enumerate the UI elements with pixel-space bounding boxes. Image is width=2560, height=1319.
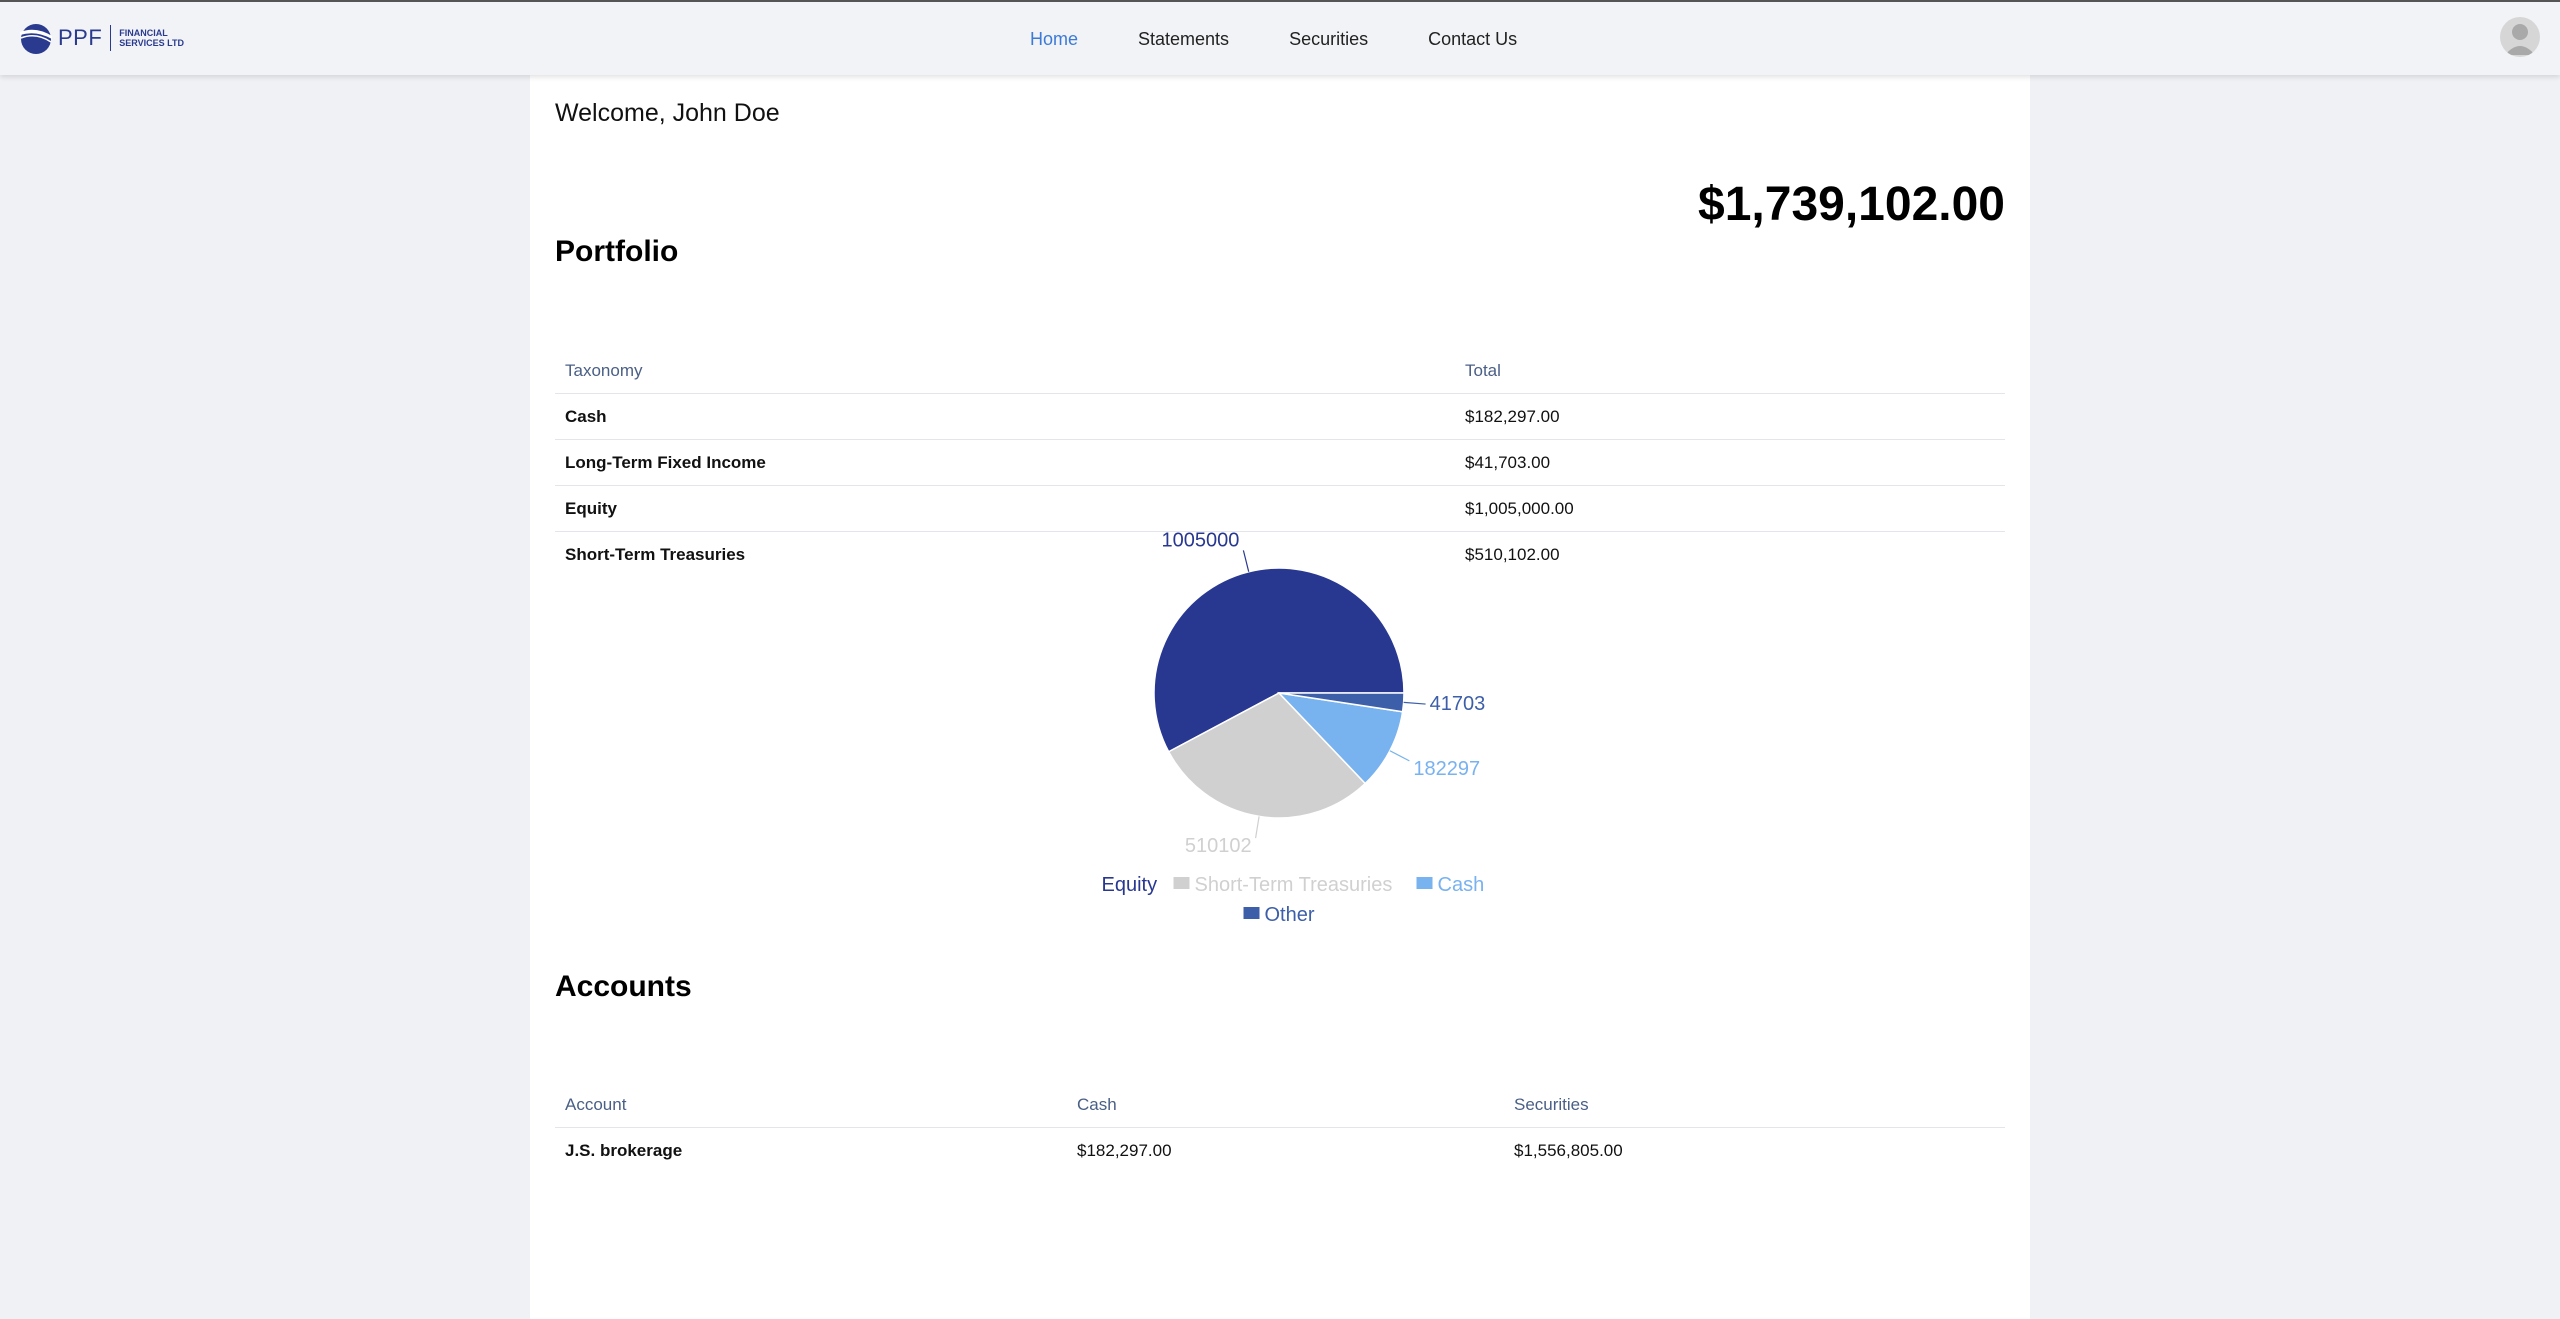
legend-item-cash[interactable]: Cash [1438,874,1485,896]
logo-mark-icon [20,24,52,54]
user-avatar-icon[interactable] [2500,17,2540,57]
column-header-securities: Securities [1504,1082,2005,1128]
main-nav: Home Statements Securities Contact Us [1000,2,1547,77]
table-row: Cash $182,297.00 [555,393,2005,440]
accounts-title: Accounts [555,970,692,1003]
table-header-row: Taxonomy Total [555,348,2005,394]
logo-divider [110,25,112,51]
table-row[interactable]: J.S. brokerage $182,297.00 $1,556,805.00 [555,1128,2005,1174]
total-cell: $41,703.00 [1455,439,2005,486]
column-header-total: Total [1455,348,2005,394]
pie-slice-cash[interactable] [1276,691,1404,785]
taxonomy-cell: Cash [555,393,1455,440]
pie-slice-equity[interactable] [1153,567,1405,753]
column-header-taxonomy: Taxonomy [555,348,1455,394]
legend-item-other[interactable]: Other [1265,904,1315,926]
nav-contact-us[interactable]: Contact Us [1428,29,1518,49]
account-securities-cell: $1,556,805.00 [1514,1140,1623,1160]
pie-leader-line [1389,750,1410,762]
legend-swatch-cash[interactable] [1416,877,1433,889]
column-header-account: Account [555,1082,1067,1128]
nav-home[interactable]: Home [1030,29,1079,49]
pie-data-label: 41703 [1430,693,1486,715]
pie-leader-line [1242,550,1250,572]
logo-subtitle-line1: FINANCIAL [119,28,168,38]
logo-subtitle-line2: SERVICES LTD [119,38,184,48]
table-row: Long-Term Fixed Income $41,703.00 [555,439,2005,486]
table-row: Equity $1,005,000.00 [555,485,2005,532]
taxonomy-cell: Equity [555,485,1455,532]
nav-statements[interactable]: Statements [1138,29,1230,49]
company-logo[interactable]: PPF FINANCIAL SERVICES LTD [18,20,184,56]
pie-data-label: 1005000 [1162,529,1240,551]
pie-leader-line [1254,816,1260,839]
total-cell: $182,297.00 [1455,393,2005,440]
taxonomy-cell: Long-Term Fixed Income [555,439,1455,486]
portfolio-pie-chart: 1005000 510102 182297 41703 Equity Short-Term… [1102,529,1486,926]
account-cash-cell: $182,297.00 [1077,1140,1172,1160]
total-cell: $510,102.00 [1465,544,1560,564]
logo-subtitle: FINANCIAL SERVICES LTD [119,28,184,48]
legend-item-short-term-treasuries[interactable]: Short-Term Treasuries [1195,874,1393,896]
legend-item-equity[interactable]: Equity [1102,874,1158,896]
portfolio-total-value: $1,739,102.00 [1698,178,2005,231]
top-navigation-bar: PPF FINANCIAL SERVICES LTD Home Statemen… [0,0,2560,75]
taxonomy-cell: Short-Term Treasuries [565,544,746,564]
portfolio-table: Taxonomy Total Cash $182,297.00 Long-Ter… [555,348,2005,577]
portfolio-title: Portfolio [555,235,679,268]
legend-swatch-short-term-treasuries[interactable] [1173,877,1190,889]
accounts-table: Account Cash Securities J.S. brokerage $… [555,1082,2005,1173]
pie-data-label: 510102 [1185,835,1252,857]
account-name-cell[interactable]: J.S. brokerage [565,1140,683,1160]
logo-text: PPF [58,25,103,50]
table-header-row: Account Cash Securities [555,1082,2005,1128]
pie-data-label: 182297 [1413,758,1480,780]
nav-securities[interactable]: Securities [1289,29,1369,49]
table-row: Short-Term Treasuries $510,102.00 [555,532,2005,578]
total-cell: $1,005,000.00 [1455,485,2005,532]
avatar-silhouette-icon [2505,24,2535,55]
column-header-cash: Cash [1067,1082,1504,1128]
legend-swatch-other[interactable] [1243,907,1260,919]
pie-leader-line [1403,701,1426,705]
pie-slice-short-term-treasuries[interactable] [1167,692,1367,819]
welcome-message: Welcome, John Doe [555,99,780,127]
